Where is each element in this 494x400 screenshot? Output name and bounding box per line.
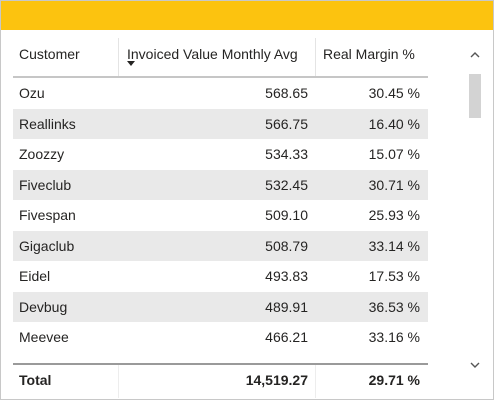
column-header-invoiced-value[interactable]: Invoiced Value Monthly Avg <box>127 46 298 62</box>
invoiced-value-cell: 568.65 <box>265 85 308 101</box>
table-row[interactable]: Gigaclub 508.79 33.14 % <box>13 230 428 261</box>
table-header-row: Customer Invoiced Value Monthly Avg Real… <box>13 38 428 78</box>
real-margin-cell: 16.40 % <box>368 115 420 132</box>
scroll-down-icon[interactable] <box>465 356 485 374</box>
visual-header-bar <box>1 1 493 30</box>
table-row[interactable]: Zoozzy 534.33 15.07 % <box>13 139 428 170</box>
customer-cell: Fivespan <box>19 207 76 223</box>
real-margin-cell: 25.93 % <box>368 207 420 223</box>
real-margin-cell: 33.14 % <box>368 237 420 254</box>
invoiced-value-cell: 532.45 <box>265 176 308 193</box>
real-margin-cell: 36.53 % <box>368 298 420 315</box>
invoiced-value-cell: 493.83 <box>265 268 308 284</box>
data-table: Customer Invoiced Value Monthly Avg Real… <box>13 38 428 398</box>
column-divider[interactable] <box>118 38 119 76</box>
invoiced-value-cell: 508.79 <box>265 237 308 254</box>
column-header-real-margin[interactable]: Real Margin % <box>323 46 415 62</box>
customer-cell: Reallinks <box>19 115 76 132</box>
table-total-row: Total 14,519.27 29.71 % <box>13 363 428 398</box>
invoiced-value-cell: 566.75 <box>265 115 308 132</box>
real-margin-cell: 30.45 % <box>368 85 420 101</box>
scrollbar-thumb[interactable] <box>469 74 481 118</box>
column-header-customer[interactable]: Customer <box>19 46 80 62</box>
customer-cell: Gigaclub <box>19 237 75 254</box>
customer-cell: Fiveclub <box>19 176 72 193</box>
table-row[interactable]: Reallinks 566.75 16.40 % <box>13 108 428 139</box>
customer-cell: Ozu <box>19 85 45 101</box>
real-margin-cell: 33.16 % <box>368 329 420 345</box>
scroll-up-icon[interactable] <box>465 46 485 64</box>
table-row[interactable]: Devbug 489.91 36.53 % <box>13 291 428 322</box>
real-margin-cell: 15.07 % <box>368 146 420 162</box>
customer-cell: Devbug <box>19 298 68 315</box>
column-divider <box>315 365 316 398</box>
total-label: Total <box>19 372 52 388</box>
sort-descending-icon <box>127 61 135 66</box>
table-row[interactable]: Eidel 493.83 17.53 % <box>13 261 428 292</box>
customer-cell: Zoozzy <box>19 146 65 162</box>
total-real-margin: 29.71 % <box>368 372 420 388</box>
customer-cell: Eidel <box>19 268 51 284</box>
total-invoiced-value: 14,519.27 <box>245 372 308 388</box>
table-row[interactable]: Fiveclub 532.45 30.71 % <box>13 169 428 200</box>
vertical-scrollbar[interactable] <box>465 38 485 379</box>
table-body: Ozu 568.65 30.45 % Reallinks 566.75 16.4… <box>13 78 428 363</box>
table-row[interactable]: Ozu 568.65 30.45 % <box>13 78 428 109</box>
invoiced-value-cell: 466.21 <box>265 329 308 345</box>
table-row[interactable]: Meevee 466.21 33.16 % <box>13 322 428 353</box>
invoiced-value-cell: 534.33 <box>265 146 308 162</box>
real-margin-cell: 30.71 % <box>368 176 420 193</box>
invoiced-value-cell: 509.10 <box>265 207 308 223</box>
table-row[interactable]: Fivespan 509.10 25.93 % <box>13 200 428 231</box>
invoiced-value-cell: 489.91 <box>265 298 308 315</box>
customer-cell: Meevee <box>19 329 69 345</box>
real-margin-cell: 17.53 % <box>368 268 420 284</box>
column-divider[interactable] <box>315 38 316 76</box>
column-divider <box>118 365 119 398</box>
